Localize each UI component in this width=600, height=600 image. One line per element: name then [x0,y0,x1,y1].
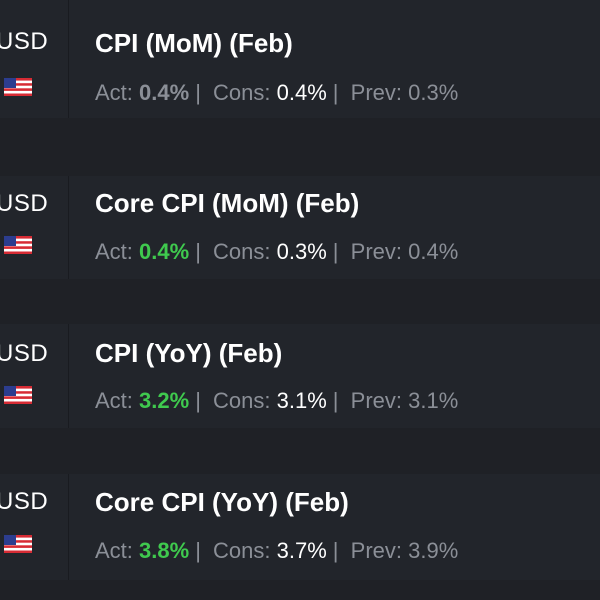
actual-value: 3.8% [139,538,190,563]
previous-label: Prev: [350,538,402,563]
actual-value: 0.4% [139,239,190,264]
separator: | [195,80,201,105]
consensus-label: Cons: [213,388,271,413]
event-row[interactable]: USD CPI (YoY) (Feb) Act: 3.2% | Cons: 3.1… [0,324,600,428]
consensus-label: Cons: [213,80,271,105]
actual-value: 0.4% [139,80,190,105]
currency-column: USD [0,324,69,428]
actual-label: Act: [95,388,133,413]
event-title: CPI (YoY) (Feb) [95,338,283,368]
currency-code: USD [0,28,49,55]
actual-label: Act: [95,239,133,264]
actual-label: Act: [95,80,133,105]
currency-code: USD [0,488,49,515]
consensus-value: 0.3% [276,239,327,264]
actual-value: 3.2% [139,388,190,413]
event-stats: Act: 0.4% | Cons: 0.4% | Prev: 0.3% [95,80,458,106]
currency-column: USD [0,0,69,118]
us-flag-icon [4,535,32,553]
us-flag-icon [4,236,32,254]
previous-value: 3.1% [408,388,459,413]
currency-code: USD [0,340,49,367]
separator: | [195,239,201,264]
event-row[interactable]: USD CPI (MoM) (Feb) Act: 0.4% | Cons: 0.4… [0,0,600,118]
previous-value: 0.3% [408,80,459,105]
separator: | [332,80,339,105]
previous-value: 3.9% [408,538,459,563]
event-row[interactable]: USD Core CPI (YoY) (Feb) Act: 3.8% | Cons… [0,474,600,580]
consensus-value: 0.4% [276,80,327,105]
us-flag-icon [4,386,32,404]
separator: | [195,388,201,413]
consensus-label: Cons: [213,538,271,563]
separator: | [332,538,339,563]
currency-column: USD [0,474,69,580]
separator: | [195,538,201,563]
currency-column: USD [0,176,69,279]
consensus-label: Cons: [213,239,271,264]
separator: | [332,388,339,413]
event-title: Core CPI (MoM) (Feb) [95,188,360,218]
event-stats: Act: 3.8% | Cons: 3.7% | Prev: 3.9% [95,538,458,564]
previous-value: 0.4% [408,239,459,264]
consensus-value: 3.7% [276,538,327,563]
separator: | [332,239,339,264]
consensus-value: 3.1% [276,388,327,413]
event-stats: Act: 0.4% | Cons: 0.3% | Prev: 0.4% [95,239,458,265]
event-title: Core CPI (YoY) (Feb) [95,487,349,517]
us-flag-icon [4,78,32,96]
previous-label: Prev: [350,80,402,105]
event-stats: Act: 3.2% | Cons: 3.1% | Prev: 3.1% [95,388,458,414]
currency-code: USD [0,190,49,217]
event-row[interactable]: USD Core CPI (MoM) (Feb) Act: 0.4% | Cons… [0,176,600,279]
actual-label: Act: [95,538,133,563]
event-title: CPI (MoM) (Feb) [95,28,293,58]
previous-label: Prev: [350,388,402,413]
previous-label: Prev: [350,239,402,264]
